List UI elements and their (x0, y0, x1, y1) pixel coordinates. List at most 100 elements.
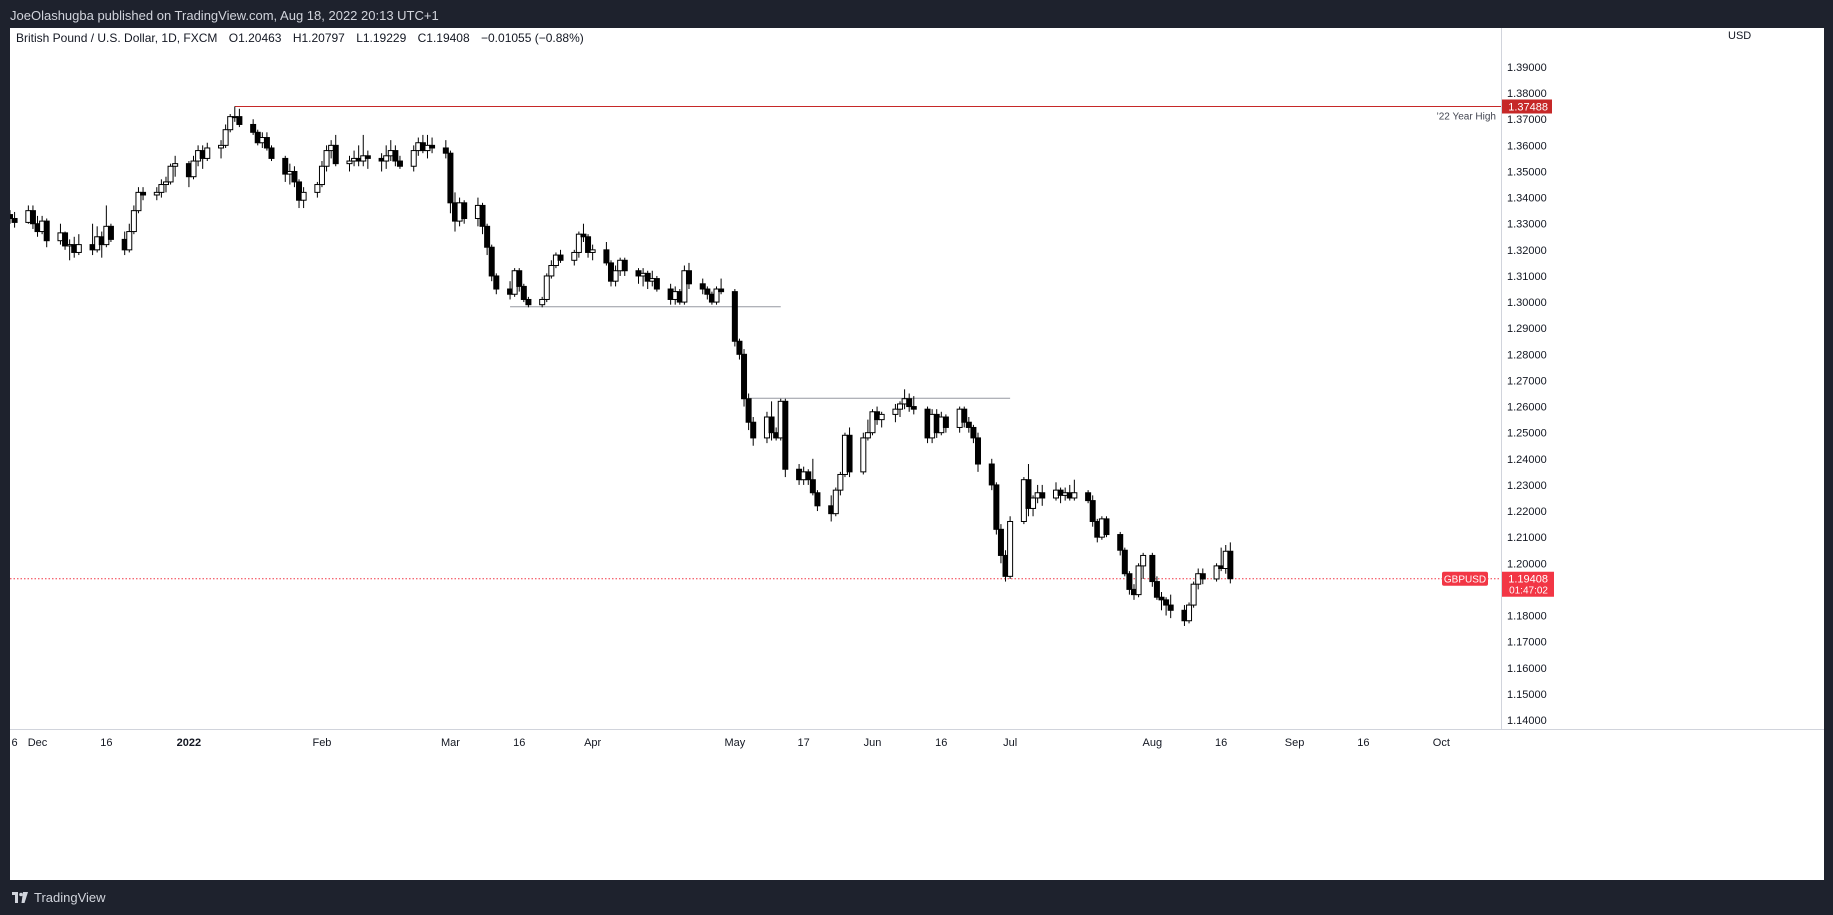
candle-body-down (699, 283, 706, 290)
candle-body-down (1089, 500, 1096, 522)
candle-body-down (653, 278, 660, 290)
candle-body-up (1007, 520, 1014, 577)
candle (461, 200, 468, 224)
candle-body-down (1025, 479, 1032, 509)
time-tick-label: Jun (864, 737, 882, 749)
candle (1153, 576, 1160, 600)
candle-body-down (644, 272, 651, 282)
candle-body-down (750, 421, 757, 439)
candle (323, 145, 330, 172)
candle (1186, 602, 1193, 624)
current-price-tag (1502, 571, 1554, 597)
candle-body-up (158, 184, 165, 193)
candle-body-up (837, 473, 844, 491)
candle (745, 393, 752, 431)
price-tick-label: 1.37000 (1507, 114, 1547, 126)
candle (429, 137, 436, 154)
candle (846, 427, 853, 478)
candle (447, 150, 454, 214)
candle (1007, 516, 1014, 579)
price-tick-label: 1.15000 (1507, 689, 1547, 701)
candle (218, 140, 225, 159)
tradingview-brand[interactable]: TradingView (12, 890, 106, 905)
candle (1089, 495, 1096, 527)
candle-body-down (364, 155, 371, 159)
candle-body-up (162, 181, 169, 186)
time-axis[interactable]: 6 Dec 16 2022 Feb Mar 16 Apr May 17 Jun 16 Jul Aug 16 S… (10, 729, 1824, 750)
candle (837, 471, 844, 496)
price-tick-label: 1.14000 (1507, 715, 1547, 727)
candle-body-up (1186, 604, 1193, 622)
candle (1071, 479, 1078, 501)
candle-body-up (153, 191, 160, 196)
candle (126, 223, 133, 253)
candle-body-down (332, 144, 339, 165)
candle-body-down (29, 210, 36, 225)
candle (250, 119, 257, 135)
candle-body-up (383, 155, 390, 162)
brand-name: TradingView (34, 890, 106, 905)
candle (805, 469, 812, 485)
candle-body-up (1135, 565, 1142, 596)
candle-body-up (218, 144, 225, 149)
candle-body-down (603, 249, 610, 264)
candle-body-down (997, 528, 1004, 556)
candle-body-up (860, 437, 867, 473)
candle (1103, 516, 1110, 538)
candle (62, 231, 69, 250)
time-tick-label: Sep (1285, 737, 1305, 749)
candle (484, 223, 491, 256)
legend-high: H1.20797 (293, 31, 345, 45)
candle-body-down (1085, 492, 1092, 502)
candle (236, 108, 243, 128)
currency-label: USD (1728, 30, 1751, 42)
candle (1190, 581, 1197, 608)
candlestick-chart[interactable]: 1.39000 1.38000 1.37000 1.36000 1.35000 1.340… (7, 28, 1824, 880)
candle-body-up (318, 165, 325, 186)
candle-body-up (892, 408, 899, 415)
candle (993, 482, 1000, 535)
symbol-tag-label: GBPUSD (1444, 575, 1486, 586)
candle (713, 286, 720, 305)
candle (396, 155, 403, 169)
candle (653, 275, 660, 292)
candle (1163, 597, 1170, 616)
candle (442, 140, 449, 159)
time-tick-label: Oct (1433, 737, 1450, 749)
year-high-price-tag (1502, 99, 1552, 114)
candle (1149, 552, 1156, 587)
symbol-tag (1442, 571, 1488, 586)
candle-body-up (612, 270, 619, 282)
candle (589, 244, 596, 261)
candle-body-down (942, 416, 949, 428)
time-tick-label: 17 (798, 737, 810, 749)
candle-body-down (745, 398, 752, 423)
countdown-label: 01:47:02 (1509, 586, 1548, 597)
candle (681, 265, 688, 305)
candle (392, 145, 399, 167)
candle-body-down (1163, 599, 1170, 606)
candle (1213, 563, 1220, 582)
candle-body-down (488, 246, 495, 277)
price-axis[interactable]: 1.39000 1.38000 1.37000 1.36000 1.35000 1.340… (1501, 28, 1547, 729)
year-high-price-label: 1.37488 (1508, 101, 1548, 113)
candle-body-up (897, 403, 904, 410)
candle (167, 163, 174, 185)
candle-body-up (346, 160, 353, 165)
candle-body-up (300, 191, 307, 201)
candle-body-down (906, 398, 913, 408)
candle-body-down (525, 298, 532, 306)
candle-body-down (1103, 518, 1110, 536)
price-tick-label: 1.24000 (1507, 454, 1547, 466)
candle (282, 155, 289, 182)
time-tick-label: 16 (1357, 737, 1369, 749)
candle-body-down (11, 217, 18, 223)
candle (892, 403, 899, 423)
candle-body-down (7, 214, 13, 219)
time-tick-label: Apr (584, 737, 601, 749)
candle-body-down (107, 225, 114, 240)
candle-body-up (1140, 554, 1147, 567)
candle (488, 244, 495, 282)
price-tick-label: 1.35000 (1507, 166, 1547, 178)
price-tick-label: 1.16000 (1507, 663, 1547, 675)
